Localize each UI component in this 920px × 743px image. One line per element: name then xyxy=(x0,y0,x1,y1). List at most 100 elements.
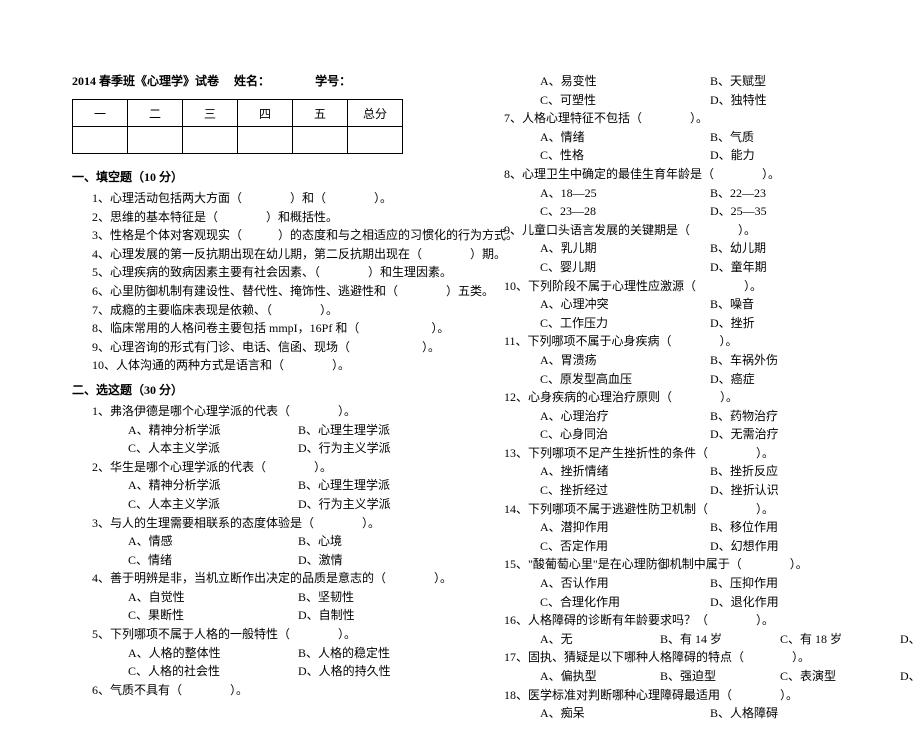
question-stem: 3、与人的生理需要相联系的态度体验是（ ）。 xyxy=(92,514,436,533)
options-row: C、工作压力D、挫折 xyxy=(540,314,848,333)
score-header-cell: 总分 xyxy=(348,100,403,127)
option: B、强迫型 xyxy=(660,667,780,686)
fill-blank-item: 6、心里防御机制有建设性、替代性、掩饰性、逃避性和（ ）五类。 xyxy=(92,282,436,301)
mc-question: 13、下列哪项不足产生挫折性的条件（ ）。 A、挫折情绪B、挫折反应 C、挫折经… xyxy=(484,444,848,500)
id-label: 学号： xyxy=(315,74,351,88)
fill-blank-list: 1、心理活动包括两大方面（ ）和（ ）。 2、思维的基本特征是（ ）和概括性。 … xyxy=(72,189,436,375)
mc-question: 14、下列哪项不属于逃避性防卫机制（ ）。 A、潜抑作用B、移位作用 C、否定作… xyxy=(484,500,848,556)
option: A、挫折情绪 xyxy=(540,462,710,481)
option: C、人本主义学派 xyxy=(128,439,298,458)
question-stem: 17、固执、猜疑是以下哪种人格障碍的特点（ ）。 xyxy=(504,648,848,667)
options-row: A、无B、有 14 岁C、有 18 岁D、有 20 岁 xyxy=(540,630,848,649)
option: B、人格障碍 xyxy=(710,704,870,723)
option: B、人格的稳定性 xyxy=(298,644,458,663)
option: D、童年期 xyxy=(710,258,870,277)
options-row: C、挫折经过D、挫折认识 xyxy=(540,481,848,500)
option: C、果断性 xyxy=(128,606,298,625)
option: A、痴呆 xyxy=(540,704,710,723)
option: B、有 14 岁 xyxy=(660,630,780,649)
question-stem: 14、下列哪项不属于逃避性防卫机制（ ）。 xyxy=(504,500,848,519)
options-row: A、潜抑作用B、移位作用 xyxy=(540,518,848,537)
option: A、人格的整体性 xyxy=(128,644,298,663)
option: A、心理治疗 xyxy=(540,407,710,426)
option: B、挫折反应 xyxy=(710,462,870,481)
options-row: A、挫折情绪B、挫折反应 xyxy=(540,462,848,481)
option: B、车祸外伤 xyxy=(710,351,870,370)
option: D、激情 xyxy=(298,551,458,570)
option: B、气质 xyxy=(710,128,870,147)
mc-question: 7、人格心理特征不包括（ ）。 A、情绪B、气质 C、性格D、能力 xyxy=(484,109,848,165)
option: B、心理生理学派 xyxy=(298,476,458,495)
option: C、人格的社会性 xyxy=(128,662,298,681)
options-row: A、心理治疗B、药物治疗 xyxy=(540,407,848,426)
fill-blank-item: 2、思维的基本特征是（ ）和概括性。 xyxy=(92,208,436,227)
question-stem: 16、人格障碍的诊断有年龄要求吗？（ ）。 xyxy=(504,611,848,630)
mc-question: 16、人格障碍的诊断有年龄要求吗？（ ）。 A、无B、有 14 岁C、有 18 … xyxy=(484,611,848,648)
name-label: 姓名： xyxy=(234,74,264,88)
option: C、可塑性 xyxy=(540,91,710,110)
score-header-cell: 二 xyxy=(128,100,183,127)
options-row: C、人本主义学派D、行为主义学派 xyxy=(128,439,436,458)
option: D、幻想作用 xyxy=(710,537,870,556)
option: A、自觉性 xyxy=(128,588,298,607)
option: D、有 20 岁 xyxy=(900,630,920,649)
options-row: A、18—25B、22—23 xyxy=(540,184,848,203)
option: D、人格的持久性 xyxy=(298,662,458,681)
question-stem: 13、下列哪项不足产生挫折性的条件（ ）。 xyxy=(504,444,848,463)
option: C、合理化作用 xyxy=(540,593,710,612)
mc-question: 11、下列哪项不属于心身疾病（ ）。 A、胃溃疡B、车祸外伤 C、原发型高血压D… xyxy=(484,332,848,388)
right-column: A、易变性B、天赋型 C、可塑性D、独特性 7、人格心理特征不包括（ ）。 A、… xyxy=(484,72,848,723)
fill-blank-item: 8、临床常用的人格问卷主要包括 mmpI，16Pf 和（ ）。 xyxy=(92,319,436,338)
option: D、癌症 xyxy=(710,370,870,389)
score-header-cell: 五 xyxy=(293,100,348,127)
option: A、情感 xyxy=(128,532,298,551)
options-row: C、合理化作用D、退化作用 xyxy=(540,593,848,612)
option: D、挫折认识 xyxy=(710,481,870,500)
option: D、挫折 xyxy=(710,314,870,333)
mc-question: 5、下列哪项不属于人格的一般特性（ ）。 A、人格的整体性B、人格的稳定性 C、… xyxy=(72,625,436,681)
option: D、独特性 xyxy=(710,91,870,110)
option: D、无需治疗 xyxy=(710,425,870,444)
option: C、否定作用 xyxy=(540,537,710,556)
option: A、情绪 xyxy=(540,128,710,147)
options-row: A、精神分析学派B、心理生理学派 xyxy=(128,476,436,495)
option: A、精神分析学派 xyxy=(128,476,298,495)
options-row: C、婴儿期D、童年期 xyxy=(540,258,848,277)
question-stem: 10、下列阶段不属于心理性应激源（ ）。 xyxy=(504,277,848,296)
option: A、无 xyxy=(540,630,660,649)
option: C、表演型 xyxy=(780,667,900,686)
mc-question: 8、心理卫生中确定的最佳生育年龄是（ ）。 A、18—25B、22—23 C、2… xyxy=(484,165,848,221)
option: B、幼儿期 xyxy=(710,239,870,258)
options-row: C、情绪D、激情 xyxy=(128,551,436,570)
option: B、噪音 xyxy=(710,295,870,314)
options-row: A、乳儿期B、幼儿期 xyxy=(540,239,848,258)
mc-question: 3、与人的生理需要相联系的态度体验是（ ）。 A、情感B、心境 C、情绪D、激情 xyxy=(72,514,436,570)
mc-question: 1、弗洛伊德是哪个心理学派的代表（ ）。 A、精神分析学派B、心理生理学派 C、… xyxy=(72,402,436,458)
option: B、心境 xyxy=(298,532,458,551)
options-row: C、果断性D、自制性 xyxy=(128,606,436,625)
option: B、心理生理学派 xyxy=(298,421,458,440)
score-header-cell: 一 xyxy=(73,100,128,127)
option: C、人本主义学派 xyxy=(128,495,298,514)
option: D、能力 xyxy=(710,146,870,165)
option: D、自制性 xyxy=(298,606,458,625)
mc-question: 15、"酸葡萄心里"是在心理防御机制中属于（ ）。 A、否认作用B、压抑作用 C… xyxy=(484,555,848,611)
mc-question: 4、善于明辨是非，当机立断作出决定的品质是意志的（ ）。 A、自觉性B、坚韧性 … xyxy=(72,569,436,625)
options-row: C、人格的社会性D、人格的持久性 xyxy=(128,662,436,681)
options-row: A、情感B、心境 xyxy=(128,532,436,551)
fill-blank-item: 5、心理疾病的致病因素主要有社会因素、（ ）和生理因素。 xyxy=(92,263,436,282)
options-row: C、原发型高血压D、癌症 xyxy=(540,370,848,389)
question-stem: 6、气质不具有（ ）。 xyxy=(92,681,436,700)
options-row: A、情绪B、气质 xyxy=(540,128,848,147)
option: C、情绪 xyxy=(128,551,298,570)
options-row: C、人本主义学派D、行为主义学派 xyxy=(128,495,436,514)
section2-title: 二、选这题（30 分） xyxy=(72,381,436,398)
option: A、易变性 xyxy=(540,72,710,91)
option: C、有 18 岁 xyxy=(780,630,900,649)
fill-blank-item: 7、成瘾的主要临床表现是依赖、（ ）。 xyxy=(92,301,436,320)
mc-question: 18、医学标准对判断哪种心理障碍最适用（ ）。 A、痴呆B、人格障碍 xyxy=(484,686,848,723)
option: C、性格 xyxy=(540,146,710,165)
option: B、天赋型 xyxy=(710,72,870,91)
option: A、偏执型 xyxy=(540,667,660,686)
option: D、行为主义学派 xyxy=(298,495,458,514)
